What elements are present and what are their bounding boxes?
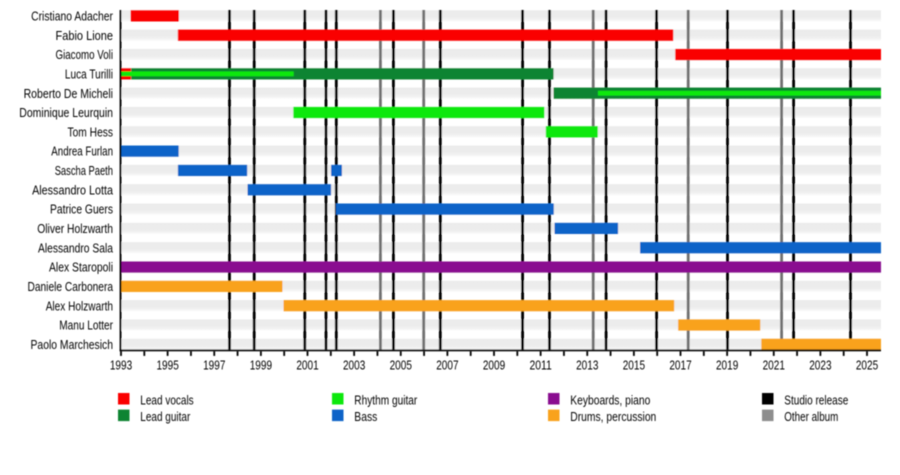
svg-text:2001: 2001	[296, 358, 318, 373]
svg-text:Alessandro Sala: Alessandro Sala	[38, 240, 114, 255]
svg-text:Lead vocals: Lead vocals	[140, 392, 194, 407]
svg-text:Fabio Lione: Fabio Lione	[56, 28, 114, 43]
svg-text:Giacomo Voli: Giacomo Voli	[56, 47, 114, 62]
svg-text:Andrea Furlan: Andrea Furlan	[51, 144, 113, 159]
svg-text:Luca Turilli: Luca Turilli	[65, 66, 113, 81]
svg-text:2007: 2007	[436, 358, 458, 373]
svg-text:Daniele Carbonera: Daniele Carbonera	[28, 279, 114, 294]
svg-text:1995: 1995	[156, 358, 178, 373]
svg-text:Oliver Holzwarth: Oliver Holzwarth	[37, 221, 113, 236]
svg-text:Alessandro Lotta: Alessandro Lotta	[32, 182, 114, 197]
svg-text:Tom Hess: Tom Hess	[68, 124, 114, 139]
svg-text:Other album: Other album	[784, 409, 838, 424]
svg-text:Drums, percussion: Drums, percussion	[570, 409, 656, 424]
svg-text:Bass: Bass	[354, 409, 377, 424]
svg-text:Lead guitar: Lead guitar	[140, 409, 191, 424]
svg-text:2023: 2023	[809, 358, 831, 373]
svg-text:Alex Holzwarth: Alex Holzwarth	[46, 298, 113, 313]
svg-text:Studio release: Studio release	[784, 392, 848, 407]
svg-text:Roberto De Micheli: Roberto De Micheli	[24, 86, 113, 101]
svg-text:Rhythm guitar: Rhythm guitar	[354, 392, 418, 407]
svg-text:Patrice Guers: Patrice Guers	[50, 202, 113, 217]
svg-text:2005: 2005	[390, 358, 412, 373]
svg-text:Cristiano Adacher: Cristiano Adacher	[31, 9, 113, 24]
svg-text:1997: 1997	[203, 358, 225, 373]
svg-text:2019: 2019	[716, 358, 738, 373]
svg-text:2025: 2025	[856, 358, 878, 373]
svg-text:2021: 2021	[763, 358, 785, 373]
svg-text:2013: 2013	[576, 358, 598, 373]
svg-text:2017: 2017	[669, 358, 691, 373]
svg-text:Alex Staropoli: Alex Staropoli	[49, 260, 113, 275]
svg-text:2003: 2003	[343, 358, 365, 373]
svg-text:Manu Lotter: Manu Lotter	[59, 318, 113, 333]
svg-text:2015: 2015	[623, 358, 645, 373]
svg-text:Keyboards, piano: Keyboards, piano	[570, 392, 650, 407]
svg-text:Paolo Marchesich: Paolo Marchesich	[31, 337, 114, 352]
svg-text:1993: 1993	[110, 358, 132, 373]
svg-text:2009: 2009	[483, 358, 505, 373]
svg-text:Dominique Leurquin: Dominique Leurquin	[19, 105, 113, 120]
svg-text:Sascha Paeth: Sascha Paeth	[55, 163, 113, 178]
svg-text:1999: 1999	[250, 358, 272, 373]
svg-text:2011: 2011	[529, 358, 551, 373]
